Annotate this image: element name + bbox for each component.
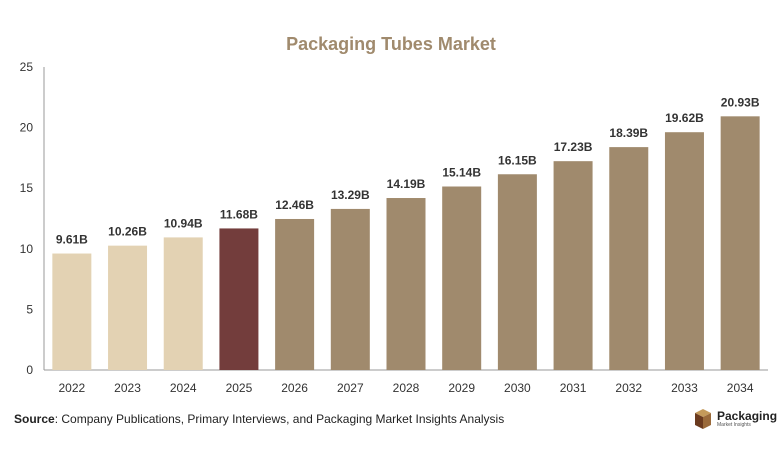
data-label: 20.93B [721,95,760,109]
data-label: 9.61B [56,233,88,247]
data-label: 12.46B [275,198,314,212]
bar [664,132,704,370]
bar [442,186,482,370]
data-label: 13.29B [331,188,370,202]
box-logo-icon [695,409,711,429]
y-tick-label: 5 [26,302,33,316]
data-label: 17.23B [554,140,593,154]
x-tick-label: 2027 [337,381,364,395]
source-text: : Company Publications, Primary Intervie… [54,412,505,426]
data-label: 10.26B [108,225,147,239]
x-tick-label: 2028 [393,381,420,395]
x-tick-label: 2031 [560,381,587,395]
data-label: 14.19B [387,177,426,191]
chart-title: Packaging Tubes Market [286,34,496,54]
bar [497,174,537,370]
data-label: 10.94B [164,216,203,230]
x-tick-label: 2023 [114,381,141,395]
bar [609,147,649,370]
data-label: 19.62B [665,111,704,125]
data-label: 16.15B [498,153,537,167]
source-note: Source: Company Publications, Primary In… [14,412,504,426]
x-tick-label: 2034 [727,381,754,395]
data-label: 15.14B [442,166,481,180]
x-tick-label: 2032 [615,381,642,395]
bar [219,228,259,370]
y-tick-label: 0 [26,363,33,377]
bar [275,218,315,370]
source-label: Source [14,412,55,426]
x-tick-label: 2026 [281,381,308,395]
x-tick-label: 2033 [671,381,698,395]
x-tick-label: 2030 [504,381,531,395]
bar [163,237,203,370]
x-tick-label: 2024 [170,381,197,395]
data-label: 18.39B [609,126,648,140]
bar [330,208,370,370]
bar [553,161,593,370]
y-tick-label: 15 [20,181,34,195]
y-tick-label: 10 [20,242,34,256]
x-tick-label: 2029 [448,381,475,395]
bar [52,253,92,370]
x-tick-label: 2025 [226,381,253,395]
brand-logo: Packaging Market Insights [694,408,777,430]
y-tick-label: 25 [20,60,34,74]
bar [386,198,426,370]
logo-subtitle: Market Insights [717,422,751,428]
x-tick-label: 2022 [58,381,85,395]
bar [108,245,148,370]
data-label: 11.68B [220,207,258,221]
bar [720,116,760,370]
y-tick-label: 20 [20,121,34,135]
logo-name: Packaging [717,409,778,423]
